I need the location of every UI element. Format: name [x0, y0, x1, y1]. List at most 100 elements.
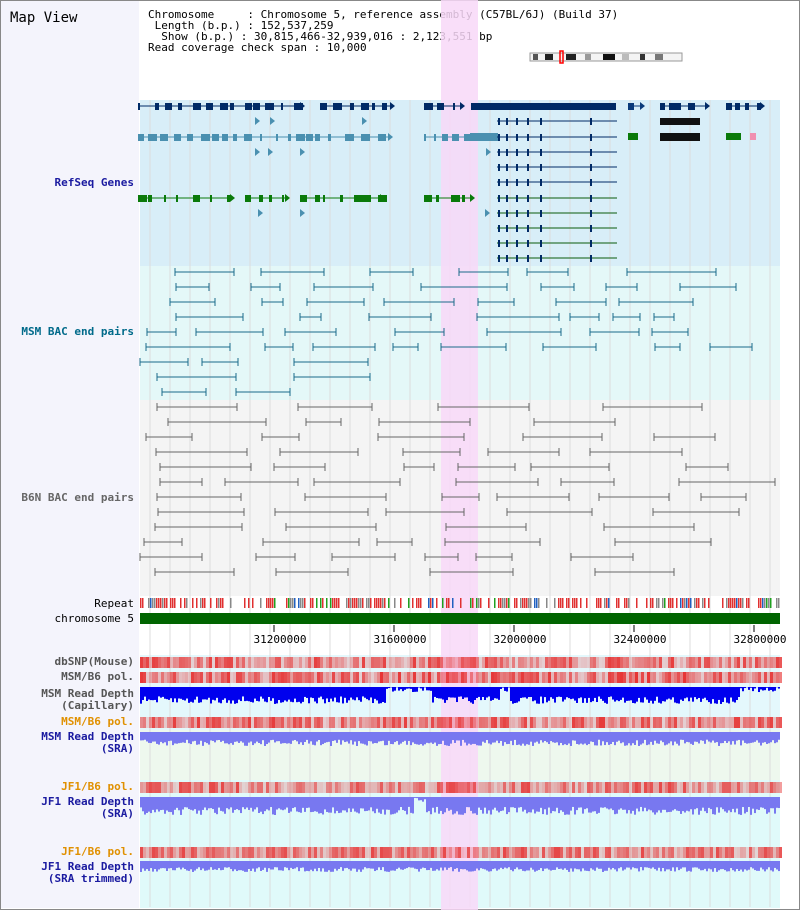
msm-sra-depth-bar: [460, 732, 462, 746]
dbsnp-heat-cell: [377, 657, 380, 668]
jf1-trimmed-depth-bar: [474, 861, 476, 871]
jf1-trimmed-depth-bar: [254, 861, 256, 872]
dbsnp-heat-cell: [515, 657, 518, 668]
msm-b6-pol-2-heat-cell: [659, 717, 662, 728]
jf1-sra-depth-bar: [348, 797, 350, 809]
jf1-trimmed-depth-bar: [762, 861, 764, 870]
repeat-element: [488, 598, 490, 608]
jf1-b6-pol-2-heat-cell: [218, 847, 221, 858]
span-value: 10,000: [326, 41, 367, 54]
jf1-b6-pol-2-heat-cell: [380, 847, 383, 858]
msm-b6-pol-2-heat-cell: [527, 717, 530, 728]
jf1-trimmed-depth-bar: [754, 861, 756, 871]
jf1-trimmed-depth-bar: [664, 861, 666, 872]
msm-capillary-depth-bar: [454, 687, 456, 698]
jf1-trimmed-depth-bar: [454, 861, 456, 869]
msm-b6-pol-heat-cell: [503, 672, 506, 683]
jf1-b6-pol-2-heat-cell: [746, 847, 749, 858]
msm-sra-depth-bar: [334, 732, 336, 741]
msm-sra-depth-bar: [484, 732, 486, 743]
jf1-b6-pol-2-heat-cell: [758, 847, 761, 858]
msm-capillary-depth-bar: [484, 687, 486, 701]
repeat-element: [252, 598, 254, 608]
jf1-sra-depth-bar: [148, 797, 150, 812]
refseq-gene-arrow: [270, 117, 275, 125]
refseq-exon: [590, 164, 592, 171]
track-label-msm-bac[interactable]: MSM BAC end pairs: [21, 325, 134, 338]
jf1-trimmed-depth-bar: [346, 861, 348, 868]
msm-b6-pol-heat-cell: [428, 672, 431, 683]
repeat-element: [746, 598, 748, 608]
refseq-gene-exon: [735, 103, 740, 110]
jf1-trimmed-depth-bar: [326, 861, 328, 872]
msm-capillary-depth-bar: [462, 687, 464, 700]
jf1-trimmed-depth-bar: [298, 861, 300, 872]
msm-b6-pol-heat-cell: [167, 672, 170, 683]
msm-capillary-depth-bar: [426, 687, 428, 691]
dbsnp-heat-cell: [641, 657, 644, 668]
msm-sra-depth-bar: [240, 732, 242, 742]
track-label-refseq[interactable]: RefSeq Genes: [54, 176, 134, 189]
refseq-exon: [498, 255, 500, 262]
msm-sra-depth-bar: [170, 732, 172, 741]
msm-sra-depth-bar: [146, 732, 148, 742]
msm-b6-pol-heat-cell: [560, 672, 563, 683]
msm-sra-depth-bar: [762, 732, 764, 743]
track-label-b6n-bac[interactable]: B6N BAC end pairs: [21, 491, 134, 504]
msm-b6-pol-heat-cell: [416, 672, 419, 683]
repeat-element: [274, 598, 276, 608]
msm-sra-depth-bar: [664, 732, 666, 746]
msm-sra-depth-bar: [162, 732, 164, 744]
msm-sra-depth-bar: [234, 732, 236, 742]
jf1-trimmed-depth-bar: [534, 861, 536, 872]
jf1-sra-depth-bar: [232, 797, 234, 813]
msm-sra-depth-bar: [732, 732, 734, 742]
jf1-trimmed-depth-bar: [240, 861, 242, 871]
jf1-sra-depth-bar: [432, 797, 434, 808]
jf1-sra-depth-bar: [460, 797, 462, 815]
msm-capillary-depth-bar: [358, 687, 360, 701]
repeat-element: [636, 598, 638, 608]
track-label-msm-depth-cap-line1: MSM Read Depth: [41, 687, 134, 700]
msm-b6-pol-2-heat-cell: [473, 717, 476, 728]
jf1-b6-pol-2-heat-cell: [779, 847, 782, 858]
msm-sra-depth-bar: [348, 732, 350, 744]
msm-b6-pol-heat-cell: [575, 672, 578, 683]
msm-sra-depth-bar: [304, 732, 306, 742]
repeat-element: [370, 598, 372, 608]
msm-capillary-depth-bar: [764, 687, 766, 691]
refseq-gene-exon: [726, 103, 732, 110]
jf1-sra-depth-bar: [502, 797, 504, 811]
jf1-sra-depth-bar: [380, 797, 382, 814]
msm-sra-depth-bar: [480, 732, 482, 746]
jf1-sra-depth-bar: [474, 797, 476, 814]
jf1-sra-depth-bar: [540, 797, 542, 808]
msm-b6-pol-2-heat-cell: [641, 717, 644, 728]
jf1-b6-pol-heat-cell: [347, 782, 350, 793]
repeat-element: [298, 598, 300, 608]
repeat-element: [762, 598, 764, 608]
jf1-b6-pol-2-heat-cell: [512, 847, 515, 858]
msm-sra-depth-bar: [720, 732, 722, 744]
msm-sra-depth-bar: [378, 732, 380, 742]
refseq-exon: [590, 149, 592, 156]
msm-capillary-depth-bar: [270, 687, 272, 701]
jf1-b6-pol-heat-cell: [428, 782, 431, 793]
jf1-sra-depth-bar: [364, 797, 366, 812]
dbsnp-heat-cell: [584, 657, 587, 668]
repeat-element: [506, 598, 508, 608]
dbsnp-heat-cell: [368, 657, 371, 668]
repeat-element: [150, 598, 152, 608]
jf1-b6-pol-heat-cell: [236, 782, 239, 793]
msm-b6-pol-heat-cell: [662, 672, 665, 683]
jf1-sra-depth-bar: [716, 797, 718, 808]
msm-b6-pol-heat-cell: [308, 672, 311, 683]
jf1-b6-pol-2-heat-cell: [173, 847, 176, 858]
jf1-b6-pol-heat-cell: [779, 782, 782, 793]
msm-capillary-depth-bar: [166, 687, 168, 700]
jf1-b6-pol-2-heat-cell: [227, 847, 230, 858]
jf1-b6-pol-heat-cell: [713, 782, 716, 793]
jf1-sra-depth-bar: [604, 797, 606, 808]
msm-sra-depth-bar: [736, 732, 738, 741]
